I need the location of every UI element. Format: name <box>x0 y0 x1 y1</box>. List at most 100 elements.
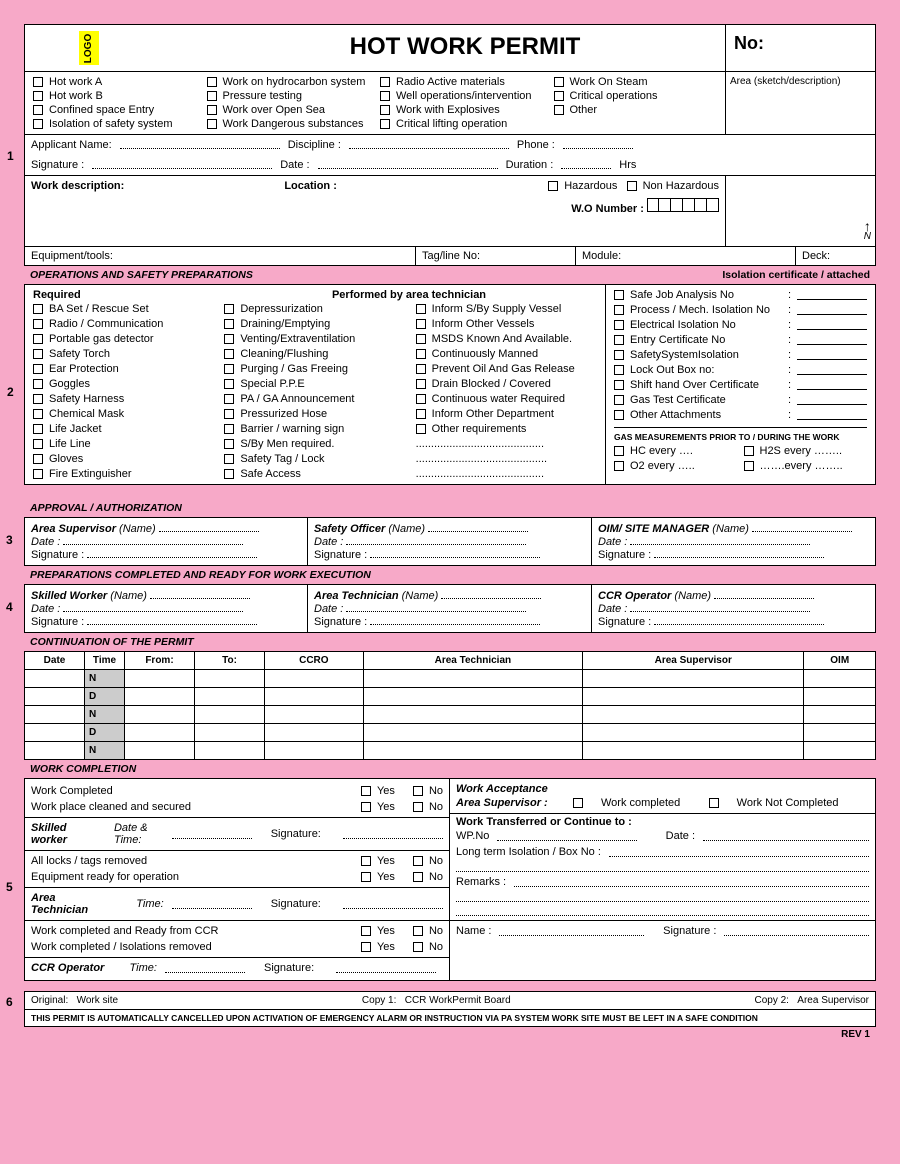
ops-checkbox: Continuously Manned <box>416 348 597 360</box>
wo-number-boxes[interactable] <box>647 198 719 212</box>
ops-checkbox: ........................................… <box>416 453 597 465</box>
ops-checkbox: Cleaning/Flushing <box>224 348 405 360</box>
isolation-item: Other Attachments: <box>614 409 867 421</box>
ops-checkbox: Other requirements <box>416 423 597 435</box>
revision: REV 1 <box>24 1027 876 1042</box>
ops-checkbox: PA / GA Announcement <box>224 393 405 405</box>
footer-warning: THIS PERMIT IS AUTOMATICALLY CANCELLED U… <box>24 1010 876 1027</box>
ops-checkbox: Safety Harness <box>33 393 214 405</box>
isolation-item: SafetySystemIsolation: <box>614 349 867 361</box>
isolation-item: Entry Certificate No: <box>614 334 867 346</box>
preparations-section: 4 Skilled Worker (Name) Date : Signature… <box>24 584 876 633</box>
isolation-item: Process / Mech. Isolation No: <box>614 304 867 316</box>
title: HOT WORK PERMIT <box>205 25 725 71</box>
ops-checkbox: Ear Protection <box>33 363 214 375</box>
date-label: Date : <box>280 159 309 171</box>
applicant-section: 1 Applicant Name: Discipline : Phone : S… <box>24 135 876 247</box>
sketch-area: Area (sketch/description) <box>725 72 875 134</box>
north-indicator: ↑N <box>864 221 871 242</box>
ops-checkbox: Gloves <box>33 453 214 465</box>
header: LOGO HOT WORK PERMIT No: <box>24 24 876 72</box>
location-label: Location : <box>284 180 337 194</box>
isolation-item: Electrical Isolation No: <box>614 319 867 331</box>
work-type-checkbox: Work with Explosives <box>380 104 544 116</box>
ops-checkbox: BA Set / Rescue Set <box>33 303 214 315</box>
duration-label: Duration : <box>506 159 554 171</box>
ops-checkbox: Safe Access <box>224 468 405 480</box>
work-type-checkbox: Work on hydrocarbon system <box>207 76 371 88</box>
ops-checkbox: Life Line <box>33 438 214 450</box>
work-type-section: Hot work A Work on hydrocarbon system Radi… <box>24 72 876 135</box>
work-type-checkbox: Hot work B <box>33 90 197 102</box>
tagline-cell: Tag/line No: <box>415 247 575 265</box>
isolation-item: Safe Job Analysis No: <box>614 289 867 301</box>
ops-checkbox: Safety Torch <box>33 348 214 360</box>
work-type-checkbox: Work Dangerous substances <box>207 118 371 130</box>
ops-checkbox: Special P.P.E <box>224 378 405 390</box>
work-type-checkbox: Other <box>554 104 718 116</box>
ops-checkbox: Goggles <box>33 378 214 390</box>
ops-checkbox: Barrier / warning sign <box>224 423 405 435</box>
deck-cell: Deck: <box>795 247 875 265</box>
footer-copies: Original: Work site Copy 1: CCR WorkPerm… <box>24 991 876 1010</box>
ops-checkbox: Venting/Extraventilation <box>224 333 405 345</box>
hazardous-checkbox[interactable] <box>548 181 558 191</box>
ops-checkbox: ........................................… <box>416 438 597 450</box>
permit-no: No: <box>725 25 875 71</box>
ops-checkbox: Inform S/By Supply Vessel <box>416 303 597 315</box>
approval-cell: Area Technician (Name) Date : Signature … <box>308 584 592 633</box>
work-type-checkbox: Isolation of safety system <box>33 118 197 130</box>
gas-title: GAS MEASUREMENTS PRIOR TO / DURING THE W… <box>614 427 867 442</box>
ops-checkbox: Chemical Mask <box>33 408 214 420</box>
isolation-item: Shift hand Over Certificate: <box>614 379 867 391</box>
approval-cell: Safety Officer (Name) Date : Signature : <box>308 517 592 566</box>
approval-title: APPROVAL / AUTHORIZATION <box>24 499 876 517</box>
work-type-checkbox <box>554 118 718 130</box>
ops-checkbox: Inform Other Department <box>416 408 597 420</box>
applicant-label: Applicant Name: <box>31 139 112 151</box>
isolation-item: Gas Test Certificate: <box>614 394 867 406</box>
ops-checkbox: Draining/Emptying <box>224 318 405 330</box>
equipment-cell: Equipment/tools: <box>25 247 415 265</box>
preparations-title: PREPARATIONS COMPLETED AND READY FOR WOR… <box>24 566 876 584</box>
work-type-checkbox: Critical lifting operation <box>380 118 544 130</box>
ops-checkbox: ........................................… <box>416 468 597 480</box>
hrs-label: Hrs <box>619 159 636 171</box>
ops-checkbox: Prevent Oil And Gas Release <box>416 363 597 375</box>
ops-checkbox: Inform Other Vessels <box>416 318 597 330</box>
approval-cell: Area Supervisor (Name) Date : Signature … <box>24 517 308 566</box>
work-type-checkbox: Critical operations <box>554 90 718 102</box>
continuation-table: DateTimeFrom:To:CCROArea TechnicianArea … <box>24 651 876 760</box>
work-type-checkbox: Pressure testing <box>207 90 371 102</box>
signature-label: Signature : <box>31 159 84 171</box>
completion-title: WORK COMPLETION <box>24 760 876 778</box>
equipment-row: Equipment/tools: Tag/line No: Module: De… <box>24 247 876 266</box>
ops-checkbox: MSDS Known And Available. <box>416 333 597 345</box>
ops-checkbox: Continuous water Required <box>416 393 597 405</box>
approval-cell: OIM/ SITE MANAGER (Name) Date : Signatur… <box>592 517 876 566</box>
ops-checkbox: Life Jacket <box>33 423 214 435</box>
work-type-checkbox: Work On Steam <box>554 76 718 88</box>
ops-checkbox: Radio / Communication <box>33 318 214 330</box>
ops-checkbox: Fire Extinguisher <box>33 468 214 480</box>
ops-checkbox: Safety Tag / Lock <box>224 453 405 465</box>
isolation-item: Lock Out Box no:: <box>614 364 867 376</box>
approval-cell: Skilled Worker (Name) Date : Signature : <box>24 584 308 633</box>
work-type-checkbox: Hot work A <box>33 76 197 88</box>
performed-header: Performed by area technician <box>221 289 597 301</box>
discipline-label: Discipline : <box>288 139 341 151</box>
ops-checkbox: Drain Blocked / Covered <box>416 378 597 390</box>
phone-label: Phone : <box>517 139 555 151</box>
work-type-checkbox: Well operations/intervention <box>380 90 544 102</box>
workdesc-label: Work description: <box>31 180 124 194</box>
work-type-checkbox: Radio Active materials <box>380 76 544 88</box>
ops-checkbox: Purging / Gas Freeing <box>224 363 405 375</box>
work-type-checkbox: Confined space Entry <box>33 104 197 116</box>
required-header: Required <box>33 289 221 301</box>
ops-checkbox: Depressurization <box>224 303 405 315</box>
ops-section: 2 Required Performed by area technician … <box>24 284 876 485</box>
nonhazardous-checkbox[interactable] <box>627 181 637 191</box>
continuation-title: CONTINUATION OF THE PERMIT <box>24 633 876 651</box>
wo-label: W.O Number : <box>571 203 644 215</box>
ops-checkbox: Pressurized Hose <box>224 408 405 420</box>
